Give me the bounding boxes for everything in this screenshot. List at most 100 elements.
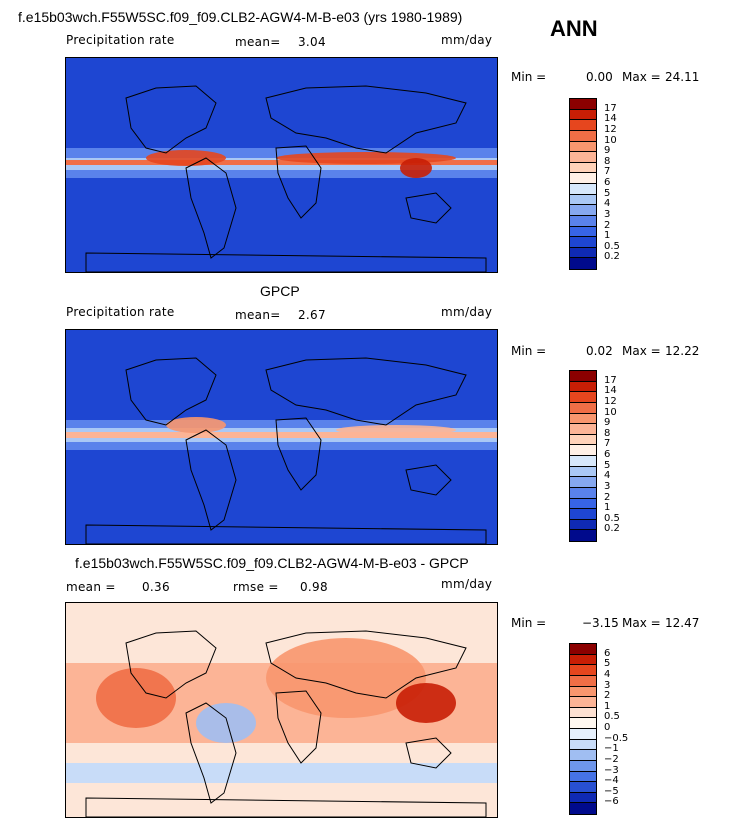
colorbar-tick-label: 10: [604, 406, 617, 418]
colorbar-tick-label: 3: [604, 480, 611, 492]
colorbar-box: [570, 675, 596, 687]
panel-1-map-svg: [66, 58, 497, 272]
colorbar-box: [570, 803, 596, 814]
colorbar-box: [570, 205, 596, 216]
field-patch: [196, 703, 256, 743]
colorbar-box: [570, 184, 596, 195]
colorbar-box: [570, 130, 596, 142]
colorbar-box: [570, 530, 596, 541]
colorbar-tick-label: 8: [604, 155, 611, 167]
colorbar-tick-label: 17: [604, 374, 617, 386]
coastline: [185, 429, 237, 531]
colorbar-tick-label: 7: [604, 166, 611, 178]
colorbar-box: [570, 771, 596, 783]
colorbar-tick-label: 8: [604, 427, 611, 439]
colorbar-tick-label: 1: [604, 700, 611, 712]
panel-3-rmse-value: 0.98: [300, 580, 328, 594]
colorbar-box: [570, 413, 596, 425]
colorbar-box: [570, 237, 596, 248]
colorbar-box: [570, 782, 596, 793]
colorbar-box: [570, 792, 596, 804]
colorbar-box: [570, 194, 596, 206]
panel-2-variable-label: Precipitation rate: [66, 305, 175, 319]
colorbar-tick-label: 6: [604, 647, 611, 659]
colorbar-tick-label: 4: [604, 470, 611, 482]
colorbar-tick-label: 5: [604, 658, 611, 670]
colorbar-box: [570, 760, 596, 772]
colorbar-box: [570, 477, 596, 488]
panel-2-max-label: Max =: [622, 344, 661, 358]
colorbar-box: [570, 509, 596, 520]
colorbar-box: [570, 434, 596, 446]
colorbar-box: [570, 109, 596, 121]
panel-1-mean-label: mean=: [235, 35, 281, 49]
colorbar-tick-label: 5: [604, 187, 611, 199]
colorbar-box: [570, 402, 596, 414]
colorbar-box: [570, 665, 596, 676]
panel-2-min-label: Min =: [511, 344, 547, 358]
colorbar-tick-label: 12: [604, 123, 617, 135]
panel-2-mean-label: mean=: [235, 308, 281, 322]
panel-2-subtitle: GPCP: [260, 283, 300, 299]
panel-1-map: [65, 57, 498, 273]
panel-3-mean-label: mean =: [66, 580, 116, 594]
colorbar-tick-label: −3: [604, 764, 619, 776]
colorbar-box: [570, 173, 596, 184]
panel-3-rmse-label: rmse =: [233, 580, 279, 594]
panel-3-max-label: Max =: [622, 616, 661, 630]
colorbar-box: [570, 750, 596, 761]
colorbar-tick-label: 4: [604, 198, 611, 210]
figure-title: f.e15b03wch.F55W5SC.f09_f09.CLB2-AGW4-M-…: [18, 9, 463, 25]
colorbar-box: [570, 120, 596, 131]
colorbar-tick-label: −2: [604, 753, 619, 765]
panel-2-map: [65, 329, 498, 545]
field-patch: [336, 425, 456, 435]
colorbar-tick-label: 9: [604, 417, 611, 429]
colorbar-box: [570, 718, 596, 729]
panel-1-min-label: Min =: [511, 70, 547, 84]
panel-1-units: mm/day: [441, 33, 493, 47]
colorbar-tick-label: −5: [604, 785, 619, 797]
panel-3-map: [65, 602, 498, 818]
colorbar-tick-label: 1: [604, 230, 611, 242]
colorbar-box: [570, 99, 596, 110]
field-patch: [146, 150, 226, 166]
field-patch: [96, 668, 176, 728]
colorbar-tick-label: 6: [604, 177, 611, 188]
coastline: [85, 252, 487, 272]
colorbar-box: [570, 445, 596, 456]
panel-3-colorbar: [569, 643, 597, 815]
colorbar-tick-label: 2: [604, 219, 611, 231]
colorbar-tick-label: 12: [604, 395, 617, 407]
coastline: [405, 737, 452, 769]
colorbar-tick-label: −4: [604, 775, 619, 787]
panel-2-max-value: 12.22: [665, 344, 700, 358]
colorbar-box: [570, 371, 596, 382]
coastline: [405, 192, 452, 224]
colorbar-box: [570, 697, 596, 708]
season-label: ANN: [550, 16, 598, 41]
colorbar-tick-label: 1: [604, 502, 611, 514]
coastline: [265, 357, 467, 426]
colorbar-tick-label: 3: [604, 679, 611, 691]
colorbar-box: [570, 247, 596, 259]
colorbar-box: [570, 498, 596, 510]
colorbar-tick-label: −0.5: [604, 732, 629, 744]
colorbar-box: [570, 258, 596, 269]
coastline: [275, 145, 322, 219]
colorbar-box: [570, 141, 596, 153]
colorbar-box: [570, 654, 596, 666]
colorbar-tick-label: 14: [604, 385, 617, 397]
coastline: [405, 464, 452, 496]
colorbar-tick-label: 14: [604, 113, 617, 125]
panel-3-units: mm/day: [441, 577, 493, 591]
colorbar-box: [570, 215, 596, 227]
colorbar-box: [570, 424, 596, 435]
colorbar-tick-label: 0.5: [604, 512, 620, 524]
panel-3-min-value: −3.15: [582, 616, 619, 630]
colorbar-box: [570, 456, 596, 467]
panel-2-mean-value: 2.67: [298, 308, 326, 322]
colorbar-box: [570, 644, 596, 655]
field-patch: [396, 683, 456, 723]
panel-2-min-value: 0.02: [586, 344, 613, 358]
